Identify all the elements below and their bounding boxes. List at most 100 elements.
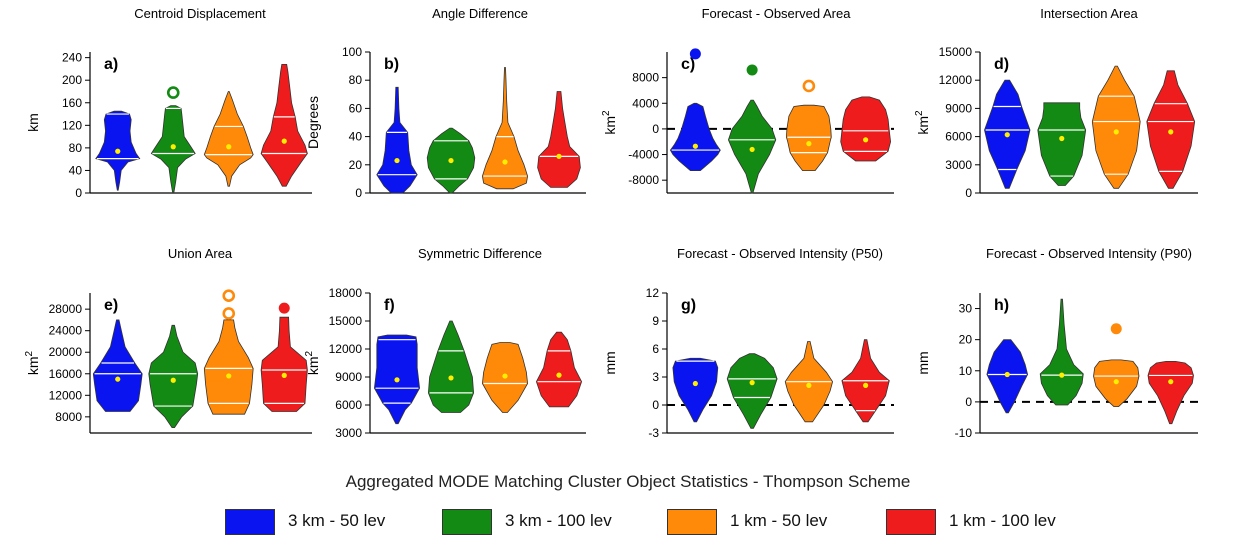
violin-series-4 <box>260 316 308 412</box>
y-tick-label: 3000 <box>335 426 362 440</box>
y-tick-label: 18000 <box>329 286 363 300</box>
mean-marker <box>749 380 755 386</box>
y-tick-label: 40 <box>349 130 363 144</box>
mean-marker <box>1113 129 1119 135</box>
y-tick-label: 240 <box>62 51 82 65</box>
legend-swatch <box>442 509 492 535</box>
violin-series-4 <box>1147 361 1194 425</box>
panel-label: e) <box>104 297 118 314</box>
panel-title: Union Area <box>168 246 233 261</box>
y-tick-label: 6000 <box>945 130 972 144</box>
y-axis-label: km <box>25 113 41 132</box>
mean-marker <box>1168 379 1174 385</box>
y-tick-label: 12000 <box>939 73 973 87</box>
y-tick-label: 0 <box>965 186 972 200</box>
outlier-marker-hollow <box>166 86 180 99</box>
panel-label: g) <box>681 297 696 314</box>
panel-title: Forecast - Observed Intensity (P90) <box>986 246 1192 261</box>
y-axis-label: mm <box>915 351 931 374</box>
panel-title: Forecast - Observed Area <box>702 6 852 21</box>
violin-series-2 <box>726 353 778 429</box>
y-tick-label: 0 <box>652 122 659 136</box>
mean-marker <box>226 373 232 379</box>
y-axis-label-superscript: 2 <box>304 350 315 356</box>
legend: 3 km - 50 lev 3 km - 100 lev 1 km - 50 l… <box>0 509 1256 535</box>
legend-swatch <box>225 509 275 535</box>
y-tick-label: 6000 <box>335 398 362 412</box>
panel-b: Angle Difference b) Degrees 0 20 40 60 80 100 <box>305 6 586 200</box>
y-tick-label: 9000 <box>335 370 362 384</box>
outlier-marker-hollow <box>222 307 236 320</box>
violin-series-3 <box>785 104 832 171</box>
violin-series-3 <box>481 67 529 190</box>
y-axis-label: Degrees <box>305 96 321 149</box>
y-tick-label: -8000 <box>628 173 659 187</box>
violin-series-2 <box>427 320 475 413</box>
legend-label: 3 km - 50 lev <box>288 511 386 530</box>
panel-label: h) <box>994 297 1009 314</box>
violin-series-4 <box>260 64 308 187</box>
y-tick-label: 80 <box>349 73 363 87</box>
mean-marker <box>281 372 287 378</box>
y-tick-label: 40 <box>69 163 83 177</box>
y-tick-label: 12000 <box>329 342 363 356</box>
legend-label: 1 km - 50 lev <box>730 511 828 530</box>
panel-title: Angle Difference <box>432 6 528 21</box>
y-tick-label: 9 <box>652 314 659 328</box>
mean-marker <box>281 138 287 144</box>
violin-series-4 <box>537 91 581 188</box>
panel-f: Symmetric Difference f) km2 3000 6000 9000 120… <box>304 246 586 440</box>
mean-marker <box>115 148 121 154</box>
panel-label: a) <box>104 56 118 73</box>
y-tick-label: 4000 <box>632 96 659 110</box>
mean-marker <box>806 141 812 147</box>
legend-label: 1 km - 100 lev <box>949 511 1056 530</box>
y-axis-label: km2 <box>914 110 931 135</box>
panel-label: d) <box>994 56 1009 73</box>
y-axis-label-superscript: 2 <box>24 350 35 356</box>
outlier-marker <box>278 302 290 314</box>
panel-g: Forecast - Observed Intensity (P50) g) mm -… <box>602 246 894 440</box>
y-tick-label: 20 <box>959 333 973 347</box>
panel-a: Centroid Displacement a) km 0 40 80 120 160 200 2… <box>25 6 312 200</box>
y-tick-label: 24000 <box>49 324 83 338</box>
mean-marker <box>556 153 562 159</box>
violin-series-1 <box>669 102 721 171</box>
panel-c: Forecast - Observed Area c) km2 -8000 -4000 0… <box>601 6 894 194</box>
y-tick-label: -4000 <box>628 148 659 162</box>
y-tick-label: 16000 <box>49 367 83 381</box>
y-tick-label: 15000 <box>939 45 973 59</box>
y-tick-label: -3 <box>648 426 659 440</box>
y-tick-label: 6 <box>652 342 659 356</box>
mean-marker <box>1059 372 1065 378</box>
violin-series-3 <box>203 91 254 187</box>
outlier-marker <box>746 64 758 76</box>
y-tick-label: 3000 <box>945 158 972 172</box>
legend-swatch <box>667 509 717 535</box>
panel-title: Symmetric Difference <box>418 246 542 261</box>
mean-marker <box>448 375 454 381</box>
outlier-marker-hollow <box>222 289 236 302</box>
mean-marker <box>448 157 454 164</box>
y-tick-label: 30 <box>959 302 973 316</box>
panel-title: Intersection Area <box>1040 6 1138 21</box>
mean-marker <box>749 146 755 153</box>
y-axis-label: km2 <box>24 350 41 375</box>
mean-marker <box>1168 129 1174 135</box>
y-tick-label: 12 <box>646 286 660 300</box>
panel-d: Intersection Area d) km2 0 3000 6000 9000 12000… <box>914 6 1198 200</box>
violin-series-4 <box>840 96 892 162</box>
mean-marker <box>394 377 400 383</box>
mean-marker <box>863 137 869 143</box>
panel-label: b) <box>384 56 399 73</box>
panel-label: f) <box>384 297 395 314</box>
panel-label: c) <box>681 56 695 73</box>
y-axis-label: km2 <box>601 110 618 135</box>
mean-marker <box>170 377 176 383</box>
y-tick-label: 120 <box>62 118 82 132</box>
y-tick-label: 160 <box>62 96 82 110</box>
violin-series-2 <box>148 324 199 428</box>
y-tick-label: 100 <box>342 45 362 59</box>
y-tick-label: 80 <box>69 141 83 155</box>
violin-series-2 <box>1037 102 1087 186</box>
